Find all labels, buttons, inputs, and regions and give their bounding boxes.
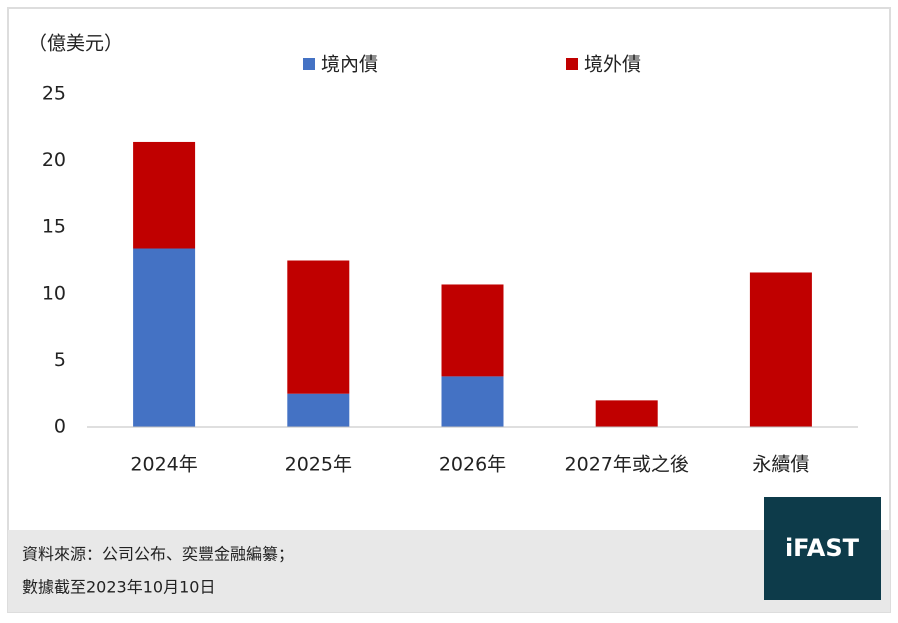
bar-segment <box>595 400 658 427</box>
x-tick-label: 2024年 <box>130 454 197 476</box>
legend-label: 境內債 <box>321 54 378 76</box>
bar-segment <box>287 260 350 394</box>
bar-segment <box>287 393 350 427</box>
y-tick-label: 0 <box>54 416 66 438</box>
bar-segment <box>133 248 196 427</box>
note: 數據截至2023年10月10日 <box>22 578 215 597</box>
x-tick-label: 2025年 <box>285 454 352 476</box>
bar-segment <box>441 376 504 427</box>
legend-label: 境外債 <box>584 54 641 76</box>
y-tick-label: 15 <box>42 216 66 238</box>
bar-segment <box>441 284 504 377</box>
y-tick-label: 20 <box>42 149 66 171</box>
legend-swatch <box>566 58 578 70</box>
footer-band <box>8 530 890 612</box>
y-tick-label: 10 <box>42 282 66 304</box>
bar-segment <box>133 141 196 249</box>
x-tick-label: 2027年或之後 <box>565 454 689 476</box>
logo: iFAST <box>785 534 860 562</box>
legend-swatch <box>303 58 315 70</box>
x-tick-label: 2026年 <box>439 454 506 476</box>
source: 資料來源：公司公布、奕豐金融編纂； <box>22 545 294 564</box>
y-tick-label: 25 <box>42 83 66 105</box>
logo-box <box>764 497 881 600</box>
y-tick-label: 5 <box>54 349 66 371</box>
x-tick-label: 永續債 <box>752 454 809 476</box>
y-axis-label: （億美元） <box>28 33 123 55</box>
bar-segment <box>749 272 812 427</box>
